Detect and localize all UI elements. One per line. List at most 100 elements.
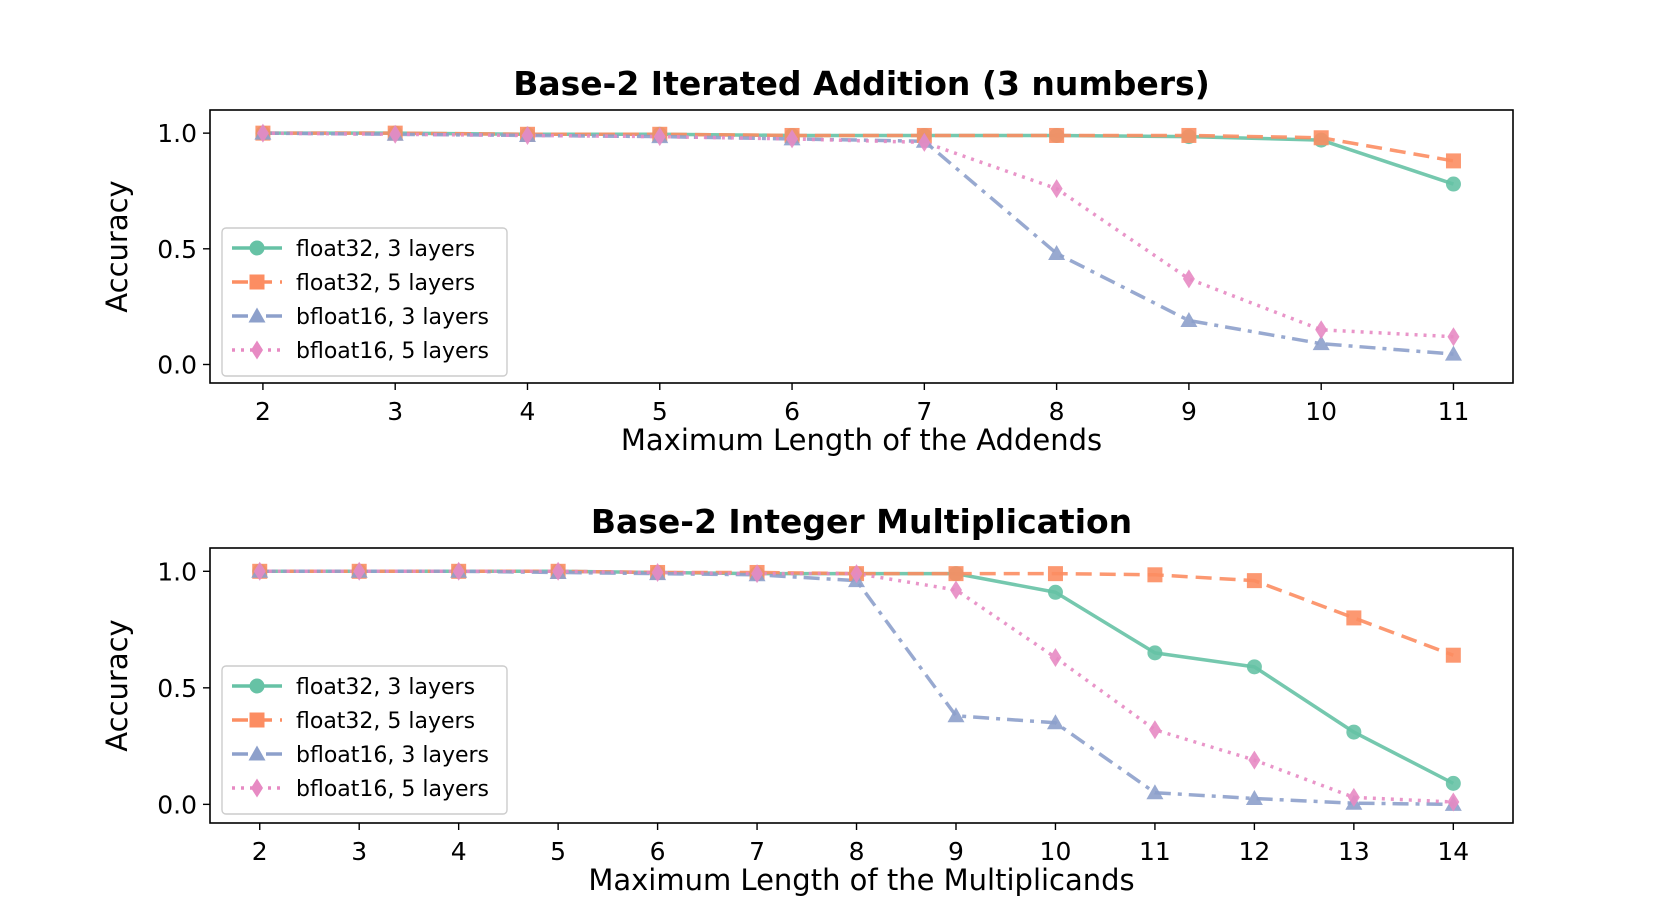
legend-marker xyxy=(251,340,263,360)
data-point xyxy=(1047,566,1063,582)
legend-marker xyxy=(251,778,263,798)
y-axis-label: Accuracy xyxy=(100,180,134,312)
legend-marker xyxy=(248,307,266,323)
x-tick-label: 9 xyxy=(1181,397,1197,426)
data-point xyxy=(918,132,931,152)
data-point xyxy=(1182,269,1195,289)
chart-title: Base-2 Iterated Addition (3 numbers) xyxy=(513,64,1210,103)
series-line xyxy=(262,131,1454,163)
data-point xyxy=(1445,176,1461,192)
legend-label: bfloat16, 5 layers xyxy=(296,339,489,364)
x-tick-label: 14 xyxy=(1437,837,1469,866)
data-point xyxy=(1180,312,1198,328)
x-tick-label: 7 xyxy=(749,837,765,866)
data-point xyxy=(1050,179,1063,199)
data-point xyxy=(1049,648,1062,668)
x-axis-label: Maximum Length of the Addends xyxy=(621,423,1102,457)
data-point xyxy=(1447,792,1460,812)
data-point xyxy=(1445,775,1461,791)
data-point xyxy=(1447,327,1460,347)
data-point xyxy=(1046,714,1064,730)
data-point xyxy=(1148,720,1161,740)
x-tick-label: 11 xyxy=(1438,397,1470,426)
x-tick-label: 7 xyxy=(916,397,932,426)
x-tick-label: 12 xyxy=(1238,837,1270,866)
y-tick-label: 1.0 xyxy=(157,119,197,148)
data-point xyxy=(1147,567,1163,583)
legend-marker xyxy=(249,678,265,694)
x-tick-label: 8 xyxy=(1049,397,1065,426)
data-point xyxy=(651,562,664,582)
legend-label: float32, 3 layers xyxy=(296,675,475,700)
plot-frame xyxy=(209,547,1514,824)
x-tick-label: 13 xyxy=(1338,837,1370,866)
data-point xyxy=(1445,153,1461,169)
x-tick-label: 8 xyxy=(849,837,865,866)
x-tick-label: 10 xyxy=(1305,397,1337,426)
x-tick-label: 6 xyxy=(784,397,800,426)
data-point xyxy=(1245,790,1263,806)
legend-label: bfloat16, 3 layers xyxy=(296,743,489,768)
data-point xyxy=(1147,645,1163,661)
chart-addition: Base-2 Iterated Addition (3 numbers) 2 3 4 5… xyxy=(100,64,1514,457)
data-point xyxy=(1346,724,1362,740)
x-axis-label: Maximum Length of the Multiplicands xyxy=(588,863,1134,897)
y-tick-label: 1.0 xyxy=(157,557,197,586)
data-point xyxy=(751,564,764,584)
x-tick-label: 10 xyxy=(1040,837,1072,866)
x-tick-label: 5 xyxy=(652,397,668,426)
data-point xyxy=(1346,610,1362,626)
legend-label: bfloat16, 5 layers xyxy=(296,777,489,802)
y-tick-label: 0.5 xyxy=(157,235,197,264)
legend-label: bfloat16, 3 layers xyxy=(296,305,489,330)
legend: float32, 3 layers float32, 5 layers bfloat… xyxy=(221,665,508,815)
x-tick-label: 3 xyxy=(387,397,403,426)
data-point xyxy=(1315,320,1328,340)
legend-marker xyxy=(249,712,265,728)
x-tick-label: 3 xyxy=(351,837,367,866)
chart-multiplication: Base-2 Integer Multiplication 2 3 4 5 6 7 8 9 10 1… xyxy=(100,502,1514,897)
y-tick-label: 0.0 xyxy=(157,790,197,819)
x-tick-label: 11 xyxy=(1139,837,1171,866)
data-point xyxy=(1248,750,1261,770)
data-point xyxy=(1049,127,1065,143)
y-tick-label: 0.0 xyxy=(157,350,197,379)
data-point xyxy=(253,561,266,581)
x-tick-label: 4 xyxy=(451,837,467,866)
data-point xyxy=(353,561,366,581)
x-tick-label: 2 xyxy=(252,837,268,866)
x-tick-label: 2 xyxy=(255,397,271,426)
x-tick-label: 6 xyxy=(650,837,666,866)
series-group xyxy=(254,123,1462,361)
legend: float32, 3 layers float32, 5 layers bfloat… xyxy=(221,227,508,377)
legend-box xyxy=(221,665,508,815)
data-point xyxy=(452,561,465,581)
data-point xyxy=(1444,345,1462,361)
data-point xyxy=(1048,244,1066,260)
data-point xyxy=(653,127,666,147)
legend-label: float32, 3 layers xyxy=(296,237,475,262)
data-point xyxy=(1445,647,1461,663)
data-point xyxy=(552,561,565,581)
data-point xyxy=(786,129,799,149)
legend-marker xyxy=(248,745,266,761)
data-point xyxy=(949,580,962,600)
data-point xyxy=(389,124,402,144)
legend-label: float32, 5 layers xyxy=(296,709,475,734)
legend-marker xyxy=(249,240,265,256)
data-point xyxy=(850,564,863,584)
data-point xyxy=(1312,335,1330,351)
data-point xyxy=(947,707,965,723)
x-tick-label: 5 xyxy=(550,837,566,866)
chart-title: Base-2 Integer Multiplication xyxy=(591,502,1132,541)
y-axis-label: Accuracy xyxy=(100,619,134,751)
data-point xyxy=(1246,659,1262,675)
legend-marker xyxy=(249,274,265,290)
legend-label: float32, 5 layers xyxy=(296,271,475,296)
data-point xyxy=(1047,584,1063,600)
series-line xyxy=(262,131,1454,339)
data-point xyxy=(521,125,534,145)
data-point xyxy=(1313,130,1329,146)
